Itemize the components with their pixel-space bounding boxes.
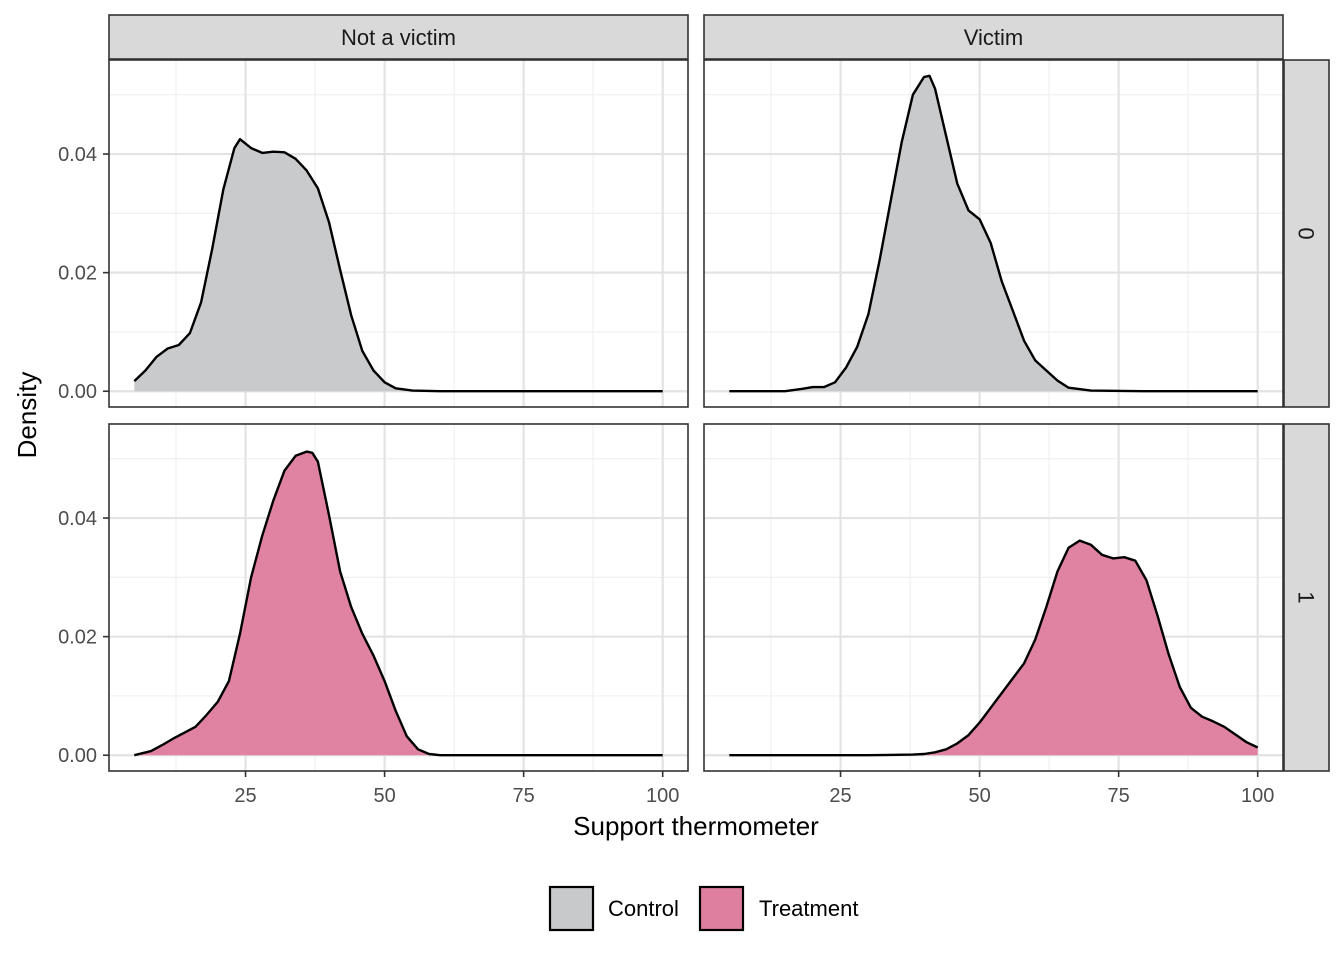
y-tick-label: 0.00 [58,381,97,403]
density-area-treatment [134,451,663,756]
legend-label-treatment: Treatment [759,896,858,921]
density-area-control [729,75,1258,392]
column-strip-label: Not a victim [341,25,456,50]
y-tick-label: 0.02 [58,627,97,649]
legend-label-control: Control [608,896,679,921]
y-tick-label: 0.04 [58,144,97,166]
row-strip-label: 1 [1294,591,1319,603]
density-area-control [134,139,663,392]
row-strip-label: 0 [1294,227,1319,239]
axes-layer: 0.00 0.02 0.04 0.00 0.02 0.04 25 50 75 100 25 50 75 1… [58,144,1274,807]
panel-0-0 [109,60,688,407]
x-axis-title: Support thermometer [573,811,819,841]
x-tick-label: 25 [234,785,256,807]
y-tick-label: 0.00 [58,745,97,767]
row-strip [1283,423,1330,772]
panel-border [703,423,1284,772]
column-strip [108,14,689,60]
x-tick-label: 100 [1241,785,1274,807]
row-strip [1283,59,1330,408]
x-tick-label: 75 [1108,785,1130,807]
panel-border [108,59,689,408]
panel-1-0 [704,60,1283,407]
legend-key-treatment [698,885,745,932]
x-tick-label: 75 [513,785,535,807]
panels-layer [108,59,1284,772]
column-strip-label: Victim [964,25,1024,50]
column-strip [703,14,1284,60]
panel-border [703,59,1284,408]
facet-strips: Not a victim Victim 0 1 [108,14,1330,772]
panel-border [108,423,689,772]
legend-key-control [548,885,595,932]
x-tick-label: 25 [829,785,851,807]
y-tick-label: 0.02 [58,263,97,285]
y-tick-label: 0.04 [58,508,97,530]
density-line-control [133,138,663,393]
legend: Control Treatment [548,885,858,932]
density-line-treatment [729,539,1259,757]
density-line-control [729,74,1258,393]
density-line-treatment [134,450,663,757]
density-area-treatment [729,540,1258,756]
y-axis-title: Density [12,372,42,459]
x-tick-label: 50 [968,785,990,807]
x-tick-label: 50 [373,785,395,807]
x-tick-label: 100 [646,785,679,807]
